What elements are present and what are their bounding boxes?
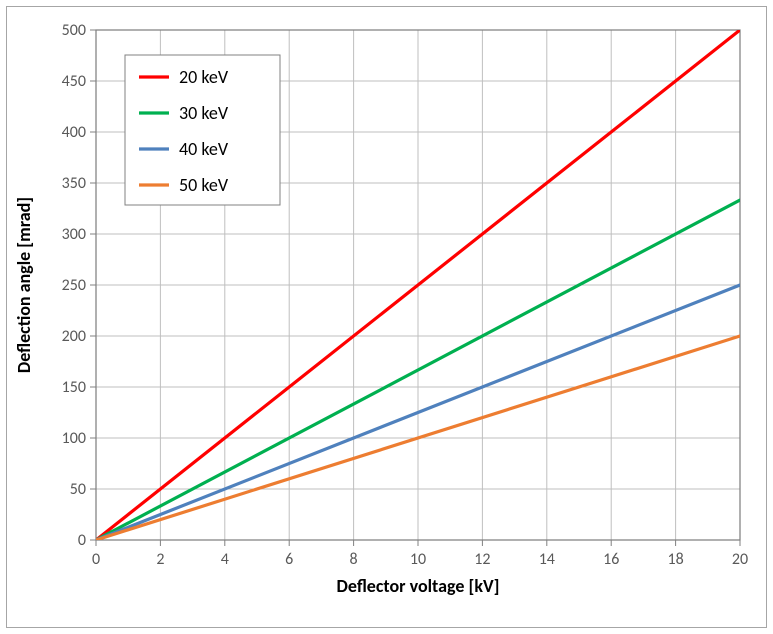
x-tick-label: 6: [285, 550, 293, 569]
y-tick-label: 400: [62, 123, 86, 142]
x-tick-label: 18: [667, 550, 683, 569]
legend: 20 keV 30 keV 40 keV 50 keV: [125, 55, 280, 205]
y-tick-label: 500: [62, 21, 86, 40]
x-tick-label: 16: [603, 550, 619, 569]
legend-label: 50 keV: [179, 174, 229, 196]
y-tick-label: 450: [62, 72, 86, 91]
chart-container: 0246810121416182005010015020025030035040…: [0, 0, 773, 634]
y-tick-label: 50: [70, 480, 86, 499]
x-axis-label: Deflector voltage [kV]: [337, 575, 500, 597]
x-tick-label: 2: [156, 550, 164, 569]
x-tick-label: 4: [221, 550, 229, 569]
y-axis-label: Deflection angle [mrad]: [13, 197, 35, 373]
legend-label: 40 keV: [179, 138, 229, 160]
y-tick-label: 150: [62, 378, 86, 397]
y-tick-label: 350: [62, 174, 86, 193]
x-tick-label: 12: [474, 550, 490, 569]
y-tick-label: 200: [62, 327, 86, 346]
x-tick-label: 10: [410, 550, 426, 569]
legend-label: 30 keV: [179, 102, 229, 124]
deflection-chart: 0246810121416182005010015020025030035040…: [0, 0, 773, 634]
y-tick-label: 0: [78, 531, 86, 550]
x-tick-label: 8: [350, 550, 358, 569]
y-tick-label: 250: [62, 276, 86, 295]
legend-label: 20 keV: [179, 66, 229, 88]
y-tick-label: 300: [62, 225, 86, 244]
x-tick-label: 0: [92, 550, 100, 569]
x-tick-label: 20: [732, 550, 748, 569]
x-tick-label: 14: [539, 550, 555, 569]
y-tick-label: 100: [62, 429, 86, 448]
